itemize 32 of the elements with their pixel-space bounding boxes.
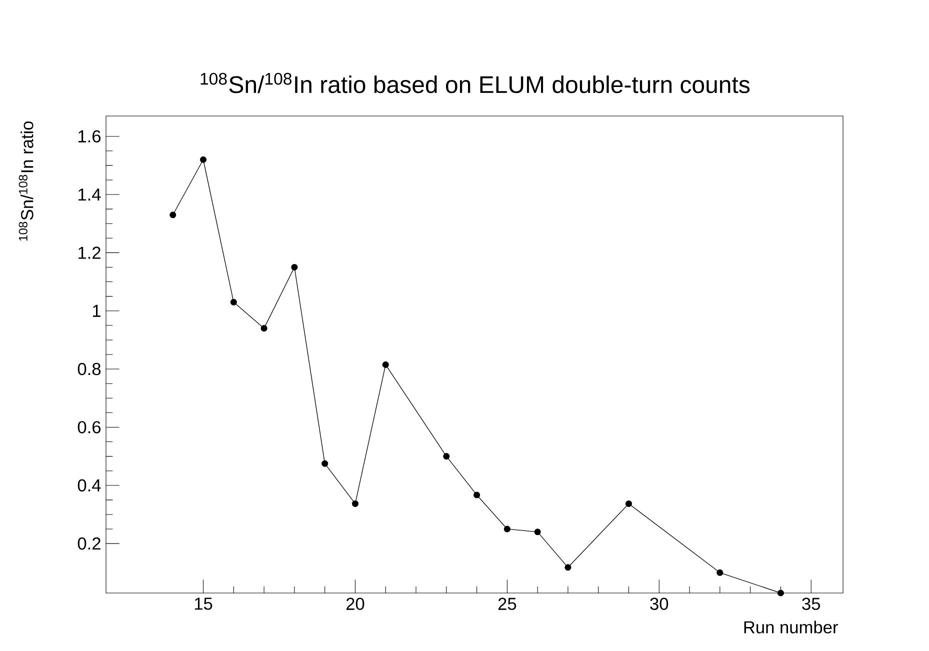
x-tick-label: 25 xyxy=(498,598,516,610)
chart-title: $^{108}$Sn/$^{108}$In ratio based on ELUM double-turn counts xyxy=(200,72,750,94)
x-axis-title: Run number xyxy=(744,620,838,634)
point xyxy=(564,564,572,571)
x-tick-label: 30 xyxy=(650,598,668,610)
x-tick-label: 35 xyxy=(802,598,820,610)
point xyxy=(534,528,541,536)
y-axis-title: $^{108}$Sn/$^{108}$In ratio xyxy=(18,121,34,241)
point xyxy=(291,264,298,271)
x-tick-label: 20 xyxy=(346,598,364,610)
y-tick-label: 1.2 xyxy=(78,246,100,259)
y-tick-label: 1.4 xyxy=(78,188,101,200)
point xyxy=(625,500,632,507)
point xyxy=(260,325,268,332)
y-tick-label: 1.6 xyxy=(78,130,101,142)
point xyxy=(504,526,510,532)
point xyxy=(716,569,724,576)
point xyxy=(322,460,328,467)
point xyxy=(777,590,784,596)
point xyxy=(443,453,450,460)
x-tick-label: 15 xyxy=(194,598,212,610)
y-tick-label: 0.2 xyxy=(78,537,100,550)
y-tick-label: 0.8 xyxy=(78,362,101,376)
y-tick-label: 1 xyxy=(92,304,100,317)
point xyxy=(352,500,358,507)
point xyxy=(200,156,207,163)
y-tick-label: 0.6 xyxy=(78,421,101,434)
y-tick-label: 0.4 xyxy=(78,479,101,492)
point xyxy=(230,298,237,306)
point xyxy=(170,212,176,218)
point xyxy=(474,492,480,498)
point xyxy=(382,361,389,368)
